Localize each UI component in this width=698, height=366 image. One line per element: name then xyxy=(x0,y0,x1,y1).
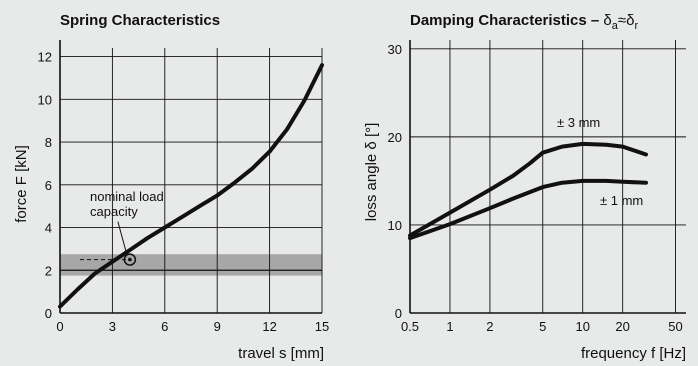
damping-y-tick-label: 30 xyxy=(388,42,402,57)
spring-y-tick-label: 2 xyxy=(45,263,52,278)
spring-x-tick-label: 0 xyxy=(56,319,63,334)
annotation-nominal-load: nominal load xyxy=(90,189,164,204)
spring-y-tick-label: 10 xyxy=(38,92,52,107)
damping-y-axis-label: loss angle δ [°] xyxy=(363,123,380,222)
spring-y-tick-label: 6 xyxy=(45,178,52,193)
damping-x-tick-label: 20 xyxy=(615,319,629,334)
damping-x-tick-label: 1 xyxy=(446,319,453,334)
damping-title-main: Damping Characteristics – xyxy=(410,12,603,29)
spring-chart-title: Spring Characteristics xyxy=(60,12,220,29)
series-3mm-line xyxy=(408,141,648,238)
spring-curve xyxy=(58,63,324,309)
damping-title-delta-a: δ xyxy=(603,12,611,29)
damping-y-tick-label: 0 xyxy=(395,306,402,321)
damping-chart: Damping Characteristics – δa≈δr 0.5 1 2 5 10… xyxy=(363,12,686,362)
spring-x-tick-label: 3 xyxy=(109,319,116,334)
damping-x-tick-label: 2 xyxy=(486,319,493,334)
spring-x-tick-label: 12 xyxy=(262,319,276,334)
series-1mm-line xyxy=(408,178,648,241)
annotation-capacity: capacity xyxy=(90,204,138,219)
spring-x-axis-label: travel s [mm] xyxy=(238,345,324,362)
damping-title-sub-r: r xyxy=(634,20,638,32)
spring-chart: Spring Characteristics 0 3 6 9 12 15 0 2 4 6 8 10 12… xyxy=(13,12,329,362)
spring-y-tick-label: 12 xyxy=(38,50,52,65)
damping-y-tick-label: 20 xyxy=(388,130,402,145)
legend-label-1mm: ± 1 mm xyxy=(600,193,643,208)
damping-chart-title: Damping Characteristics – δa≈δr xyxy=(410,12,638,32)
legend-label-3mm: ± 3 mm xyxy=(557,115,600,130)
spring-annotation-layer: nominal load capacity xyxy=(80,189,164,266)
spring-grid xyxy=(59,40,323,314)
spring-x-tick-label: 15 xyxy=(315,319,329,334)
damping-grid xyxy=(409,40,686,314)
spring-y-tick-label: 4 xyxy=(45,221,52,236)
damping-tick-labels: 0.5 1 2 5 10 20 50 0 10 20 30 xyxy=(388,42,683,334)
spring-series-layer xyxy=(58,63,324,309)
spring-x-tick-label: 9 xyxy=(214,319,221,334)
damping-title-approx: ≈ xyxy=(618,12,626,29)
spring-y-tick-label: 8 xyxy=(45,135,52,150)
spring-y-axis-label: force F [kN] xyxy=(13,145,30,223)
damping-x-tick-label: 0.5 xyxy=(401,319,419,334)
nominal-point-dot xyxy=(128,257,132,262)
annotation-pointer xyxy=(117,221,128,255)
damping-series-layer xyxy=(408,141,648,241)
spring-x-tick-label: 6 xyxy=(161,319,168,334)
damping-title-sub-a: a xyxy=(612,20,619,32)
damping-x-tick-label: 10 xyxy=(575,319,589,334)
damping-x-tick-label: 5 xyxy=(539,319,546,334)
damping-x-tick-label: 50 xyxy=(668,319,682,334)
nominal-point-ring xyxy=(123,253,137,266)
damping-y-tick-label: 10 xyxy=(388,218,402,233)
spring-tick-labels: 0 3 6 9 12 15 0 2 4 6 8 10 12 xyxy=(38,50,330,334)
damping-x-axis-label: frequency f [Hz] xyxy=(581,345,686,362)
damping-title-delta-r: δ xyxy=(626,12,634,29)
spring-y-tick-label: 0 xyxy=(45,306,52,321)
